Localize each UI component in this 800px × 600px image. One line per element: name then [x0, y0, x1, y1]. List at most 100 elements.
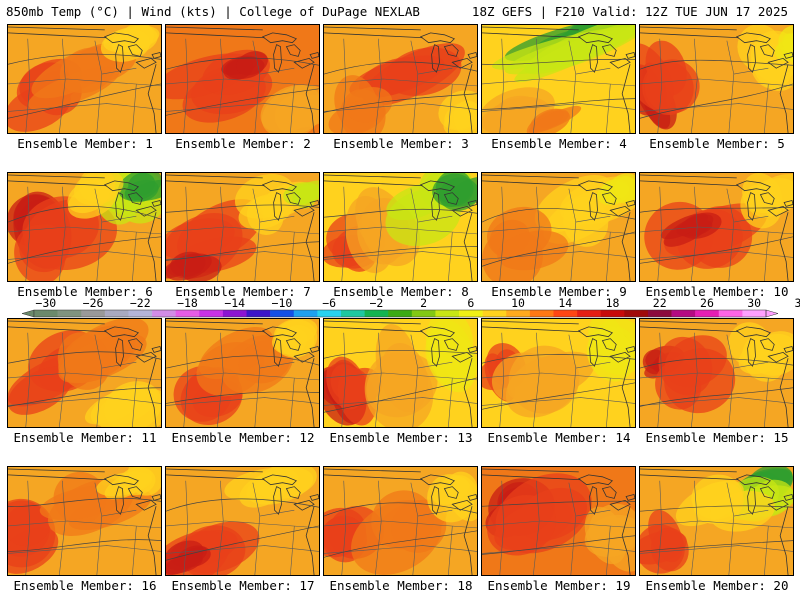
height-contour [166, 355, 319, 369]
colorbar-svg: −30−26−22−18−14−10−6−2261014182226303438… [21, 296, 800, 318]
coastline [621, 358, 631, 427]
ensemble-member-map-1 [7, 24, 162, 134]
height-contour [482, 535, 635, 555]
colorbar-segment [104, 310, 129, 317]
colorbar-tick-label: 10 [511, 296, 525, 310]
ensemble-member-map-19 [481, 466, 636, 576]
great-lakes-outline [735, 180, 793, 221]
height-contour [640, 207, 793, 213]
colorbar-segment [459, 310, 483, 317]
temperature-blob [640, 524, 685, 574]
ensemble-member-map-12 [165, 318, 320, 428]
height-contour [166, 525, 319, 561]
temperature-field-map [482, 25, 635, 133]
run-valid-time: 18Z GEFS | F210 Valid: 12Z TUE JUN 17 20… [471, 4, 788, 19]
height-contour [482, 231, 635, 267]
colorbar-tick-label: 22 [653, 296, 667, 310]
colorbar-segment [175, 310, 200, 317]
coastline [463, 64, 473, 133]
ensemble-member-label: Ensemble Member: 7 [175, 284, 311, 299]
great-lakes-outline [577, 180, 635, 221]
colorbar-segment [435, 310, 460, 317]
great-lakes-outline [735, 474, 793, 515]
height-contour [324, 530, 477, 558]
height-contour [324, 377, 477, 413]
height-contour [166, 204, 319, 213]
height-contour [8, 53, 161, 65]
colorbar-segment [57, 310, 82, 317]
colorbar-outline [33, 309, 767, 318]
temperature-blob [644, 59, 700, 114]
coastline [147, 506, 157, 575]
coastline [779, 64, 789, 133]
temperature-blob [482, 228, 543, 281]
colorbar-tick-label: −10 [272, 296, 293, 310]
colorbar-segment [270, 310, 295, 317]
coastline [305, 358, 315, 427]
country-border [640, 320, 739, 333]
colorbar-min-arrow [21, 309, 35, 318]
ensemble-member-label: Ensemble Member: 17 [171, 578, 315, 593]
temperature-field-map [324, 173, 477, 281]
colorbar-segment [199, 310, 224, 317]
height-contour [482, 58, 635, 65]
colorbar-segment [624, 310, 649, 317]
temperature-blob [96, 471, 153, 497]
ensemble-member-label: Ensemble Member: 12 [171, 430, 315, 445]
colorbar-segment [482, 310, 507, 317]
great-lakes-outline [577, 32, 635, 73]
ensemble-member-map-10 [639, 172, 794, 282]
temperature-field-map [640, 319, 793, 427]
ensemble-member-label: Ensemble Member: 4 [491, 136, 627, 151]
great-lakes-outline [261, 326, 319, 367]
colorbar-segment [388, 310, 413, 317]
height-contour [324, 208, 477, 218]
colorbar-segment [742, 310, 767, 317]
great-lakes-outline [735, 326, 793, 367]
temperature-field-map [640, 173, 793, 281]
ensemble-member-label: Ensemble Member: 15 [645, 430, 789, 445]
temperature-field-map [324, 467, 477, 575]
ensemble-member-label: Ensemble Member: 8 [333, 284, 469, 299]
temperature-field-map [166, 25, 319, 133]
ensemble-member-label: Ensemble Member: 14 [487, 430, 631, 445]
temperature-field-map [482, 173, 635, 281]
country-border [324, 174, 423, 187]
great-lakes-outline [419, 326, 477, 367]
temperature-field-map [166, 173, 319, 281]
ensemble-member-map-9 [481, 172, 636, 282]
temperature-field-map [166, 319, 319, 427]
country-border [166, 26, 265, 39]
temperature-blob [528, 105, 582, 133]
temperature-blob [508, 345, 580, 414]
height-contour [640, 358, 793, 369]
temperature-blob [170, 251, 206, 277]
great-lakes-outline [419, 32, 477, 73]
country-border [166, 320, 265, 333]
colorbar-segment [553, 310, 578, 317]
colorbar-tick-label: −2 [369, 296, 383, 310]
country-border [324, 26, 423, 39]
colorbar-tick-label: 26 [700, 296, 714, 310]
coastline [463, 358, 473, 427]
height-contour [482, 98, 635, 110]
great-lakes-outline [103, 326, 161, 367]
height-contour [640, 540, 793, 552]
temperature-field-map [8, 467, 161, 575]
height-contour [8, 539, 161, 552]
ensemble-member-label: Ensemble Member: 1 [17, 136, 153, 151]
height-contour [166, 88, 319, 116]
temperature-field-map [640, 467, 793, 575]
country-border [482, 26, 581, 39]
temperature-blob [67, 179, 110, 214]
height-contour [324, 93, 477, 113]
coastline [621, 64, 631, 133]
country-border [482, 174, 581, 187]
colorbar-segment [128, 310, 153, 317]
country-border [482, 320, 581, 333]
colorbar-segment [293, 310, 318, 317]
coastline [147, 64, 157, 133]
ensemble-member-label: Ensemble Member: 11 [13, 430, 157, 445]
ensemble-member-label: Ensemble Member: 9 [491, 284, 627, 299]
colorbar-segment [411, 310, 436, 317]
